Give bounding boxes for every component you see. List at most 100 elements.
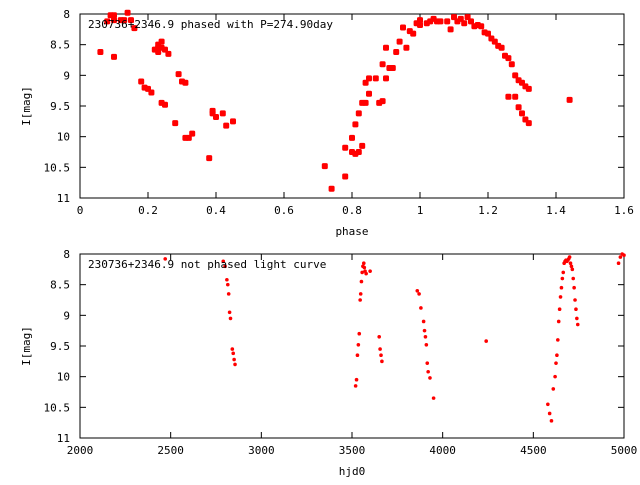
data-point xyxy=(556,338,560,342)
data-point xyxy=(230,347,235,351)
data-point xyxy=(428,376,432,380)
data-point xyxy=(226,292,231,296)
data-point xyxy=(356,342,361,347)
data-point xyxy=(349,134,355,141)
data-point xyxy=(379,353,383,358)
data-point xyxy=(558,295,563,299)
data-point xyxy=(377,335,382,339)
y-axis-label: I[mag] xyxy=(20,326,33,366)
data-point xyxy=(189,130,196,137)
x-axis-ticks: 0 0.2 0.4 0.6 0.8 1 1.2 1.4 1.6 xyxy=(77,14,634,217)
data-point xyxy=(556,319,561,324)
data-point xyxy=(417,22,423,29)
x-tick-label: 1 xyxy=(417,204,424,217)
data-points xyxy=(97,9,573,192)
data-point xyxy=(461,20,468,27)
x-tick-label: 0.6 xyxy=(274,204,294,217)
data-point xyxy=(163,257,168,261)
data-point xyxy=(321,163,328,170)
data-point xyxy=(383,44,389,51)
x-tick-label: 1.6 xyxy=(614,204,634,217)
data-point xyxy=(551,387,556,391)
y-tick-label: 10.5 xyxy=(44,161,71,174)
data-point xyxy=(111,53,117,60)
data-point xyxy=(570,267,575,272)
data-point xyxy=(357,331,362,336)
x-tick-label: 3500 xyxy=(339,444,366,457)
data-point xyxy=(571,276,576,281)
data-point xyxy=(111,12,117,19)
unphased-plot: 2000 2500 3000 3500 4000 4500 5000 8 8.5 9 9.5 10 1… xyxy=(20,248,637,478)
data-point xyxy=(417,17,423,24)
data-point xyxy=(421,319,426,324)
data-point xyxy=(569,264,574,269)
data-point xyxy=(232,357,236,362)
x-tick-label: 1.4 xyxy=(546,204,566,217)
data-point xyxy=(419,306,423,310)
data-point xyxy=(554,361,558,365)
data-point xyxy=(231,351,236,356)
data-point xyxy=(444,18,451,25)
data-points xyxy=(163,252,626,423)
x-tick-label: 3000 xyxy=(248,444,275,457)
data-point xyxy=(342,173,349,180)
y-tick-label: 10 xyxy=(57,371,70,384)
data-point xyxy=(546,402,550,407)
data-point xyxy=(165,50,172,57)
data-point xyxy=(358,298,362,302)
data-point xyxy=(372,75,379,82)
data-point xyxy=(560,276,565,281)
data-point xyxy=(361,261,366,266)
data-point xyxy=(162,101,168,108)
data-point xyxy=(368,269,372,273)
data-point xyxy=(573,298,577,302)
data-point xyxy=(425,361,430,365)
data-point xyxy=(515,104,522,111)
plot-frame xyxy=(79,253,625,439)
data-point xyxy=(221,259,226,264)
data-point xyxy=(379,61,386,68)
x-tick-label: 0.8 xyxy=(342,204,362,217)
data-point xyxy=(505,93,512,100)
data-point xyxy=(228,316,233,321)
data-point xyxy=(175,71,182,78)
y-tick-label: 9 xyxy=(63,309,70,322)
x-tick-label: 4000 xyxy=(429,444,456,457)
data-point xyxy=(549,419,554,423)
data-point xyxy=(131,25,138,32)
data-point xyxy=(355,353,360,358)
phased-plot: 0 0.2 0.4 0.6 0.8 1 1.2 1.4 1.6 8 8.5 9 9.5 10 10.5 11… xyxy=(20,8,634,238)
data-point xyxy=(362,99,369,106)
data-point xyxy=(182,79,189,86)
data-point xyxy=(396,38,403,45)
data-point xyxy=(566,96,573,103)
data-point xyxy=(359,142,366,149)
data-point xyxy=(426,369,430,374)
plot-title: 230736+2346.9 not phased light curve xyxy=(88,258,326,271)
y-tick-label: 9.5 xyxy=(50,340,70,353)
data-point xyxy=(572,285,576,290)
data-point xyxy=(225,277,229,282)
x-tick-label: 0.4 xyxy=(206,204,226,217)
data-point xyxy=(431,396,436,400)
data-point xyxy=(378,347,382,351)
data-point xyxy=(355,149,362,155)
data-point xyxy=(422,328,427,333)
data-point xyxy=(485,30,491,37)
data-point xyxy=(223,264,227,269)
data-point xyxy=(97,49,104,56)
y-tick-label: 8 xyxy=(63,8,70,21)
y-tick-label: 9.5 xyxy=(50,100,70,113)
data-point xyxy=(484,339,488,343)
data-point xyxy=(111,17,117,24)
x-axis-label: phase xyxy=(335,225,368,238)
data-point xyxy=(366,75,372,82)
x-tick-label: 0.2 xyxy=(138,204,158,217)
data-point xyxy=(393,49,400,56)
data-point xyxy=(622,253,626,258)
y-tick-label: 10 xyxy=(57,131,70,144)
data-point xyxy=(124,9,131,16)
data-point xyxy=(410,30,417,37)
